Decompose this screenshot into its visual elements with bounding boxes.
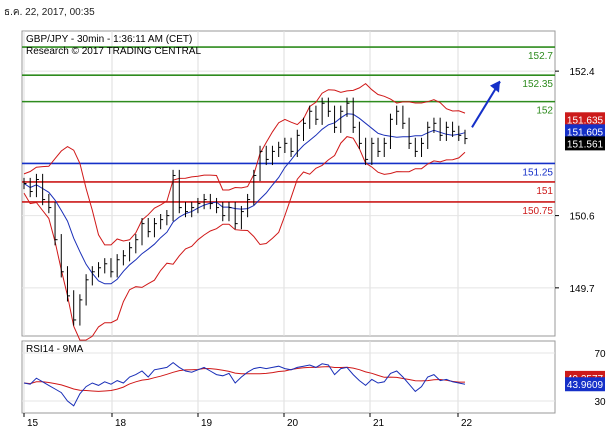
price-tag [565,136,605,151]
price-tag [565,112,605,127]
rsi-ma-line [23,366,465,392]
rsi-tag-label: 43.9609 [567,380,604,391]
rsi-tag [565,377,605,392]
x-tick-label: 20 [287,418,299,429]
price-tag-label: 151.635 [567,115,604,126]
main-plot-area [21,30,556,337]
grid [22,31,555,413]
x-tick-label: 15 [27,418,39,429]
level-label: 150.75 [522,206,553,217]
price-tag-label: 151.561 [567,139,604,150]
upper-band [23,82,466,246]
price-series [23,80,501,341]
price-tag [565,124,605,139]
rsi-plot-area [21,340,556,414]
y-tick-label: 149.7 [569,284,594,295]
chart-title: GBP/JPY - 30min - 1:36:11 AM (CET) [26,34,192,45]
rsi-line [23,361,466,407]
x-tick-label: 22 [461,418,473,429]
x-tick-label: 19 [201,418,213,429]
rsi-y-tick-label: 30 [594,397,606,408]
x-tick-label: 18 [115,418,127,429]
moving-average [23,113,466,285]
forecast-arrow-head [490,80,500,93]
rsi-series [23,361,466,407]
levels: 152.7 152.35 152 151.25 151 150.75 [22,46,555,217]
level-label: 152 [536,106,553,117]
y-tick-label: 150.6 [569,212,594,223]
x-tick-label: 21 [373,418,385,429]
level-label: 151.25 [522,167,553,178]
rsi-y-tick-label: 70 [594,349,606,360]
y-tick-label: 152.4 [569,67,594,78]
timestamp-bar: ธ.ค. 22, 2017, 00:35 [0,0,615,22]
timestamp: ธ.ค. 22, 2017, 00:35 [4,7,95,18]
axes: 15 18 19 20 21 22 152.4 150.6 149.7 70 30 [23,67,606,429]
rsi-label: RSI14 - 9MA [26,344,84,355]
level-label: 152.35 [522,79,553,90]
price-tag-label: 151.605 [567,127,604,138]
level-label: 152.7 [528,51,553,62]
level-label: 151 [536,186,553,197]
chart-subtitle: Research © 2017 TRADING CENTRAL [26,46,201,57]
lower-band [23,136,466,341]
